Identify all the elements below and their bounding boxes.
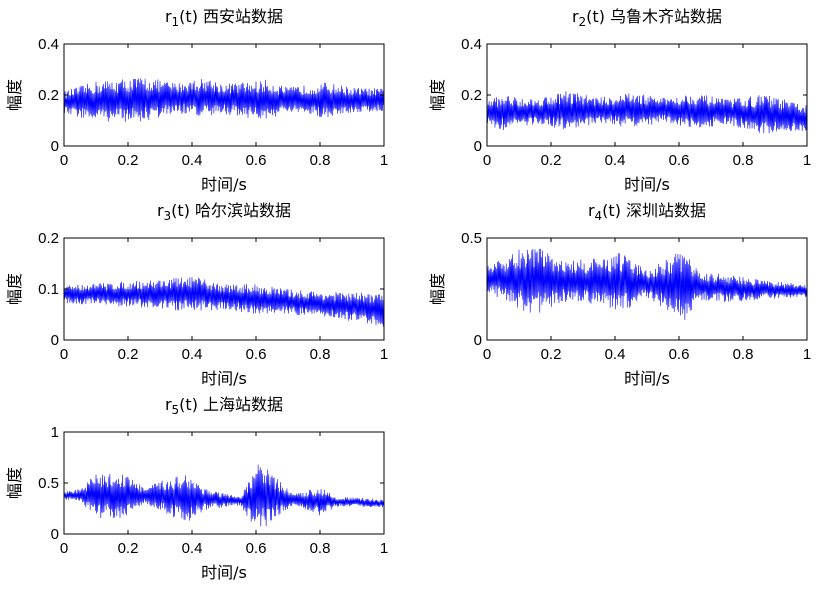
subplot-harbin: r3(t) 哈尔滨站数据 幅度 时间/s 0 0.2 0.4 0.6 0.8 100.10… (5, 201, 388, 388)
x-tick-label: 0.8 (733, 152, 754, 169)
title-suffix: (t) 上海站数据 (179, 395, 283, 414)
plot-area: 0 0.2 0.4 0.6 0.8 1 0 0.1 0.2 (38, 230, 388, 363)
x-tick-label: 0.8 (310, 152, 331, 169)
signal-trace (64, 277, 384, 327)
y-tick-label: 0 (474, 332, 482, 349)
x-tick-label: 0 (483, 346, 491, 363)
title-prefix: r (165, 7, 172, 26)
x-tick-label: 1 (803, 152, 811, 169)
title-subscript: 1 (172, 15, 180, 29)
title-subscript: 5 (172, 403, 180, 417)
subplot-title: r1(t) 西安站数据 (165, 7, 283, 29)
subplot-xian: r1(t) 西安站数据 幅度 时间/s 0 0.2 0.4 0.6 0.8 100.20.… (5, 7, 388, 194)
x-tick-label: 0 (60, 540, 68, 557)
title-suffix: (t) 西安站数据 (179, 7, 283, 26)
x-tick-label: 1 (803, 346, 811, 363)
plot-area: 0 0.2 0.4 0.6 0.8 1 0 0.5 (461, 230, 811, 363)
x-tick-label: 0.2 (118, 346, 139, 363)
y-tick-label: 1 (51, 424, 59, 441)
y-tick-label: 0.2 (38, 87, 59, 104)
subplot-urumqi: r2(t) 乌鲁木齐站数据 幅度 时间/s 0 0.2 0.4 0.6 0.8 1 0 0.2… (428, 7, 811, 194)
subplot-shenzhen: r4(t) 深圳站数据 幅度 时间/s 0 0.2 0.4 0.6 0.8 1 0 0.5 (428, 201, 811, 388)
x-tick-label: 1 (380, 152, 388, 169)
subplot-title: r3(t) 哈尔滨站数据 (157, 201, 291, 223)
x-tick-label: 0.4 (605, 346, 626, 363)
y-tick-label: 0.5 (38, 475, 59, 492)
x-axis-label: 时间/s (201, 369, 247, 388)
x-tick-label: 0.8 (733, 346, 754, 363)
title-suffix: (t) 乌鲁木齐站数据 (586, 7, 722, 26)
axes-box (486, 237, 808, 341)
plot-area: 0 0.2 0.4 0.6 0.8 1 0 0.2 0.4 (38, 36, 388, 169)
y-axis-label: 幅度 (428, 79, 447, 111)
subplot-title: r5(t) 上海站数据 (165, 395, 283, 417)
y-tick-label: 0.2 (38, 230, 59, 247)
x-tick-label: 0.8 (310, 540, 331, 557)
x-tick-label: 0.4 (182, 346, 203, 363)
y-tick-label: 0 (51, 332, 59, 349)
x-tick-label: 0 (60, 152, 68, 169)
title-prefix: r (165, 395, 172, 414)
x-tick-label: 0.6 (669, 346, 690, 363)
x-tick-label: 0.4 (605, 152, 626, 169)
x-tick-label: 0.8 (310, 346, 331, 363)
subplot-shanghai: r5(t) 上海站数据 幅度 时间/s 0 0.2 0.4 0.6 0.8 1 0 0.5 1 (5, 395, 388, 582)
x-tick-label: 0.6 (669, 152, 690, 169)
y-axis-label: 幅度 (5, 79, 24, 111)
x-axis-label: 时间/s (624, 175, 670, 194)
y-axis-label: 幅度 (428, 273, 447, 305)
signal-trace (64, 464, 384, 527)
x-tick-label: 0.2 (118, 152, 139, 169)
signal-trace (487, 248, 807, 321)
title-suffix: (t) 哈尔滨站数据 (171, 201, 291, 220)
x-axis-label: 时间/s (201, 175, 247, 194)
title-subscript: 3 (164, 209, 172, 223)
y-tick-label: 0.2 (461, 87, 482, 104)
y-tick-label: 0.1 (38, 281, 59, 298)
axes-box (486, 43, 808, 147)
y-tick-label: 0 (51, 138, 59, 155)
x-tick-label: 0.2 (541, 346, 562, 363)
y-tick-label: 0 (51, 526, 59, 543)
x-tick-label: 0.6 (246, 346, 267, 363)
x-tick-label: 1 (380, 540, 388, 557)
x-tick-label: 0 (483, 152, 491, 169)
y-tick-label: 0.5 (461, 230, 482, 247)
axes-box (63, 431, 385, 535)
title-suffix: (t) 深圳站数据 (602, 201, 706, 220)
x-tick-label: 0.2 (118, 540, 139, 557)
plot-area: 0 0.2 0.4 0.6 0.8 1 0 0.2 0.4 (461, 36, 811, 169)
x-tick-label: 1 (380, 346, 388, 363)
x-tick-label: 0.4 (182, 152, 203, 169)
title-subscript: 4 (595, 209, 603, 223)
y-axis-label: 幅度 (5, 273, 24, 305)
title-prefix: r (572, 7, 579, 26)
title-subscript: 2 (579, 15, 587, 29)
x-tick-label: 0 (60, 346, 68, 363)
x-tick-label: 0.2 (541, 152, 562, 169)
x-axis-label: 时间/s (624, 369, 670, 388)
x-tick-label: 0.4 (182, 540, 203, 557)
title-prefix: r (588, 201, 595, 220)
y-tick-label: 0 (474, 138, 482, 155)
signal-trace (487, 91, 807, 134)
x-tick-label: 0.6 (246, 152, 267, 169)
title-prefix: r (157, 201, 164, 220)
y-tick-label: 0.4 (461, 36, 482, 53)
x-axis-label: 时间/s (201, 563, 247, 582)
subplot-title: r4(t) 深圳站数据 (588, 201, 706, 223)
y-axis-label: 幅度 (5, 467, 24, 499)
x-tick-label: 0.6 (246, 540, 267, 557)
y-tick-label: 0.4 (38, 36, 59, 53)
plot-area: 0 0.2 0.4 0.6 0.8 1 0 0.5 1 (38, 424, 388, 557)
signal-trace (64, 78, 384, 122)
subplot-title: r2(t) 乌鲁木齐站数据 (572, 7, 722, 29)
